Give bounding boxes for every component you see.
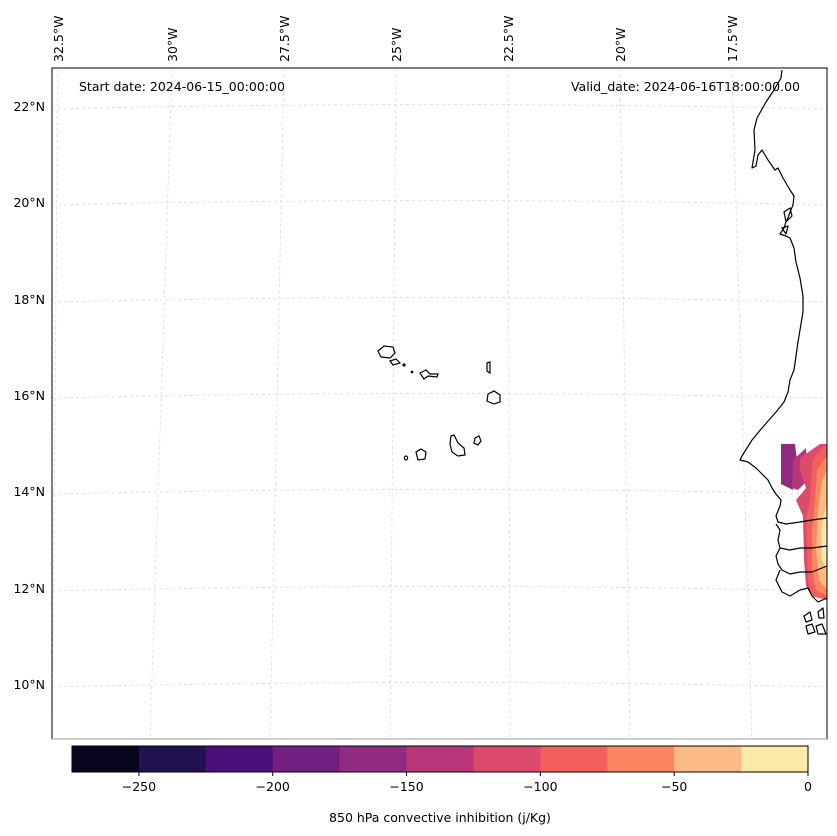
- colorbar-segment: [540, 746, 608, 772]
- island-sal: [486, 361, 491, 375]
- island-sao-nicolau: [419, 369, 439, 380]
- colorbar-segment: [72, 746, 140, 772]
- longitude-tick-label: 27.5°W: [277, 16, 292, 62]
- island-fogo: [415, 448, 427, 461]
- colorbar-segment: [339, 746, 408, 772]
- longitude-labels: 32.5°W 30°W 27.5°W 25°W 22.5°W 20°W 17.5°W: [51, 16, 740, 62]
- colorbar-tick-label: −100: [523, 779, 557, 794]
- latitude-tick-label: 18°N: [13, 292, 45, 307]
- latitude-tick-label: 14°N: [13, 484, 45, 499]
- start-date-label: Start date: 2024-06-15_00:00:00: [79, 79, 285, 94]
- parallel-gridline: [51, 586, 828, 592]
- island-maio: [473, 435, 482, 446]
- meridian-gridline: [389, 67, 397, 740]
- island-santa-luzia: [402, 363, 406, 367]
- parallel-gridline: [51, 489, 828, 495]
- colorbar-segment: [406, 746, 474, 772]
- meridian-gridline: [51, 67, 59, 740]
- guinea-bissau-coast: [775, 547, 828, 603]
- colorbar-tick-label: 0: [804, 779, 812, 794]
- longitude-tick-label: 32.5°W: [51, 16, 66, 62]
- colorbar-ticks: −250 −200 −150 −100 −50 0: [122, 772, 812, 794]
- valid-date-label: Valid_date: 2024-06-16T18:00:00.00: [571, 79, 800, 94]
- western-sahara-islets: [781, 207, 793, 235]
- meridian-gridline: [149, 67, 173, 740]
- colorbar-tick-label: −200: [256, 779, 290, 794]
- parallel-gridline: [51, 104, 828, 110]
- colorbar-tick-label: −150: [389, 779, 423, 794]
- bijagos-islands: [803, 607, 827, 635]
- island-raso: [410, 370, 414, 374]
- colorbar-segment: [607, 746, 675, 772]
- cin-level-light-yellow: [821, 505, 827, 570]
- colorbar-segment: [272, 746, 341, 772]
- latitude-tick-label: 16°N: [13, 388, 45, 403]
- gridlines: [51, 67, 828, 740]
- latitude-tick-label: 20°N: [13, 195, 45, 210]
- latitude-labels: 22°N 20°N 18°N 16°N 14°N 12°N 10°N: [13, 99, 45, 692]
- island-sao-vicente: [389, 358, 402, 366]
- colorbar-label: 850 hPa convective inhibition (j/Kg): [329, 810, 551, 825]
- meridian-gridline: [619, 67, 631, 740]
- colorbar-tick-label: −50: [661, 779, 687, 794]
- colorbar-segment: [741, 746, 809, 772]
- longitude-tick-label: 25°W: [389, 27, 404, 62]
- latitude-tick-label: 10°N: [13, 677, 45, 692]
- cin-filled-contours: [781, 444, 827, 600]
- colorbar-tick-label: −250: [122, 779, 156, 794]
- parallel-gridline: [51, 393, 828, 399]
- latitude-tick-label: 12°N: [13, 581, 45, 596]
- parallel-gridline: [51, 200, 828, 206]
- meridian-gridline: [269, 67, 285, 740]
- longitude-tick-label: 17.5°W: [725, 16, 740, 62]
- longitude-tick-label: 30°W: [165, 27, 180, 62]
- meridian-gridline: [731, 67, 753, 740]
- colorbar: [71, 745, 809, 773]
- island-boa-vista: [486, 390, 501, 405]
- west-africa-coastline: [739, 69, 828, 525]
- parallel-gridline: [51, 682, 828, 688]
- gambia-senegal-border: [775, 523, 828, 551]
- colorbar-segment: [674, 746, 742, 772]
- island-brava: [403, 455, 409, 461]
- latitude-tick-label: 22°N: [13, 99, 45, 114]
- longitude-tick-label: 20°W: [613, 27, 628, 62]
- colorbar-outline: [71, 745, 809, 773]
- cape-verde-islands: [377, 345, 501, 461]
- colorbar-segment: [138, 746, 207, 772]
- meridian-gridline: [507, 67, 511, 740]
- longitude-tick-label: 22.5°W: [501, 16, 516, 62]
- parallel-gridline: [51, 297, 828, 303]
- island-santiago: [449, 434, 466, 457]
- coastline: [739, 69, 828, 635]
- colorbar-segment: [205, 746, 274, 772]
- island-santo-antao: [377, 345, 396, 359]
- map-background: [52, 68, 827, 739]
- colorbar-segment: [473, 746, 541, 772]
